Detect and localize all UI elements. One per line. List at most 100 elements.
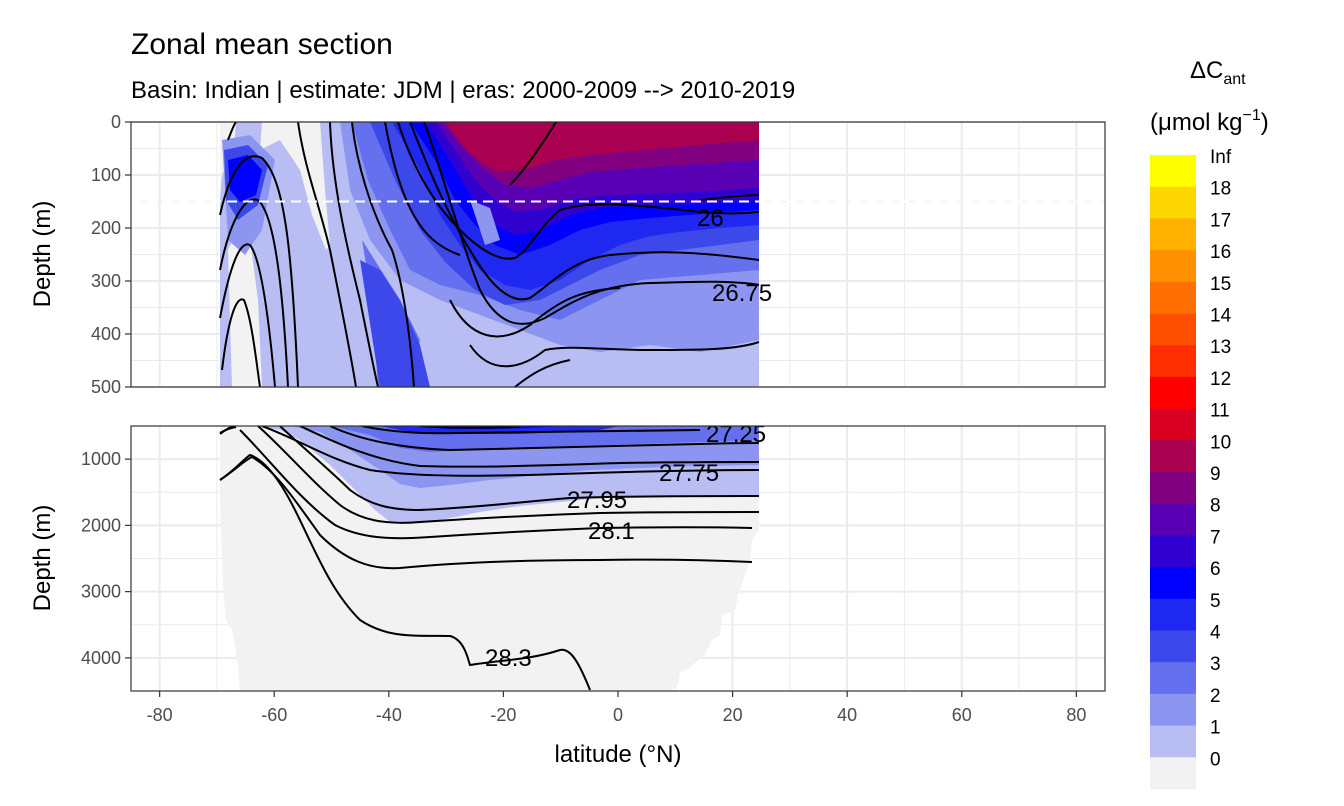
bottom-contour-4	[329, 426, 760, 452]
legend-key	[1150, 250, 1196, 283]
y-tick-label: 500	[91, 377, 121, 397]
legend-key	[1150, 472, 1196, 505]
legend-label: 3	[1210, 654, 1221, 675]
contour-label-26-75: 26.75	[712, 280, 772, 307]
legend-label: 6	[1210, 559, 1221, 580]
legend-unit-close: )	[1261, 109, 1269, 136]
legend-label: 10	[1210, 432, 1231, 453]
y-tick-label: 200	[91, 218, 121, 238]
legend-label: 16	[1210, 242, 1231, 263]
legend-title-subscript: ant	[1223, 71, 1246, 88]
top-contour-3	[219, 243, 276, 387]
legend-label: 12	[1210, 369, 1231, 390]
legend-label: 14	[1210, 306, 1232, 327]
top-contour-13	[449, 287, 621, 338]
legend-label: 9	[1210, 464, 1221, 485]
top-contour-1	[219, 155, 299, 387]
top-fill-streak	[470, 200, 500, 245]
bottom-contour-8	[257, 426, 760, 524]
legend-key	[1150, 186, 1196, 219]
bottom-y-axis: 1000 2000 3000 4000	[81, 449, 131, 668]
legend-label: 15	[1210, 274, 1231, 295]
bottom-panel-fill: 27.25 27.75 27.95 28.1 28.3	[219, 421, 766, 691]
top-fill-level-10	[446, 122, 759, 172]
y-axis-title-top: Depth (m)	[29, 201, 56, 308]
legend-key	[1150, 408, 1196, 441]
top-fill-level-6b	[228, 155, 262, 202]
legend-key	[1150, 535, 1196, 568]
legend-unit-superscript: −1	[1243, 107, 1261, 124]
top-panel: 26 26.75 0 100 200 300 400 500	[91, 112, 1106, 397]
legend-label: 1	[1210, 718, 1221, 739]
legend: ΔCant (μmol kg−1) Inf1817161514131211109…	[1150, 57, 1269, 790]
bottom-panel: 27.25 27.75 27.95 28.1 28.3 1000 2000 3000…	[81, 421, 1106, 692]
top-contour-14	[469, 341, 760, 368]
y-tick-label: 3000	[81, 582, 121, 602]
legend-key	[1150, 313, 1196, 346]
x-tick-label: -40	[376, 705, 402, 725]
legend-key	[1150, 630, 1196, 663]
legend-label: 17	[1210, 210, 1231, 231]
legend-label: 5	[1210, 591, 1221, 612]
x-tick-label: 60	[952, 705, 972, 725]
y-tick-label: 4000	[81, 648, 121, 668]
legend-unit: (μmol kg−1)	[1150, 107, 1269, 136]
y-tick-label: 300	[91, 271, 121, 291]
legend-key	[1150, 376, 1196, 410]
legend-label: 0	[1210, 749, 1221, 770]
legend-label: 8	[1210, 496, 1221, 517]
top-contour-9	[384, 122, 461, 256]
x-tick-label: 0	[613, 705, 623, 725]
legend-key	[1150, 757, 1196, 790]
y-tick-label: 100	[91, 165, 121, 185]
bottom-contour-11	[219, 426, 237, 434]
legend-key	[1150, 345, 1196, 378]
contour-label-27-25: 27.25	[706, 421, 766, 448]
top-contour-7	[329, 122, 379, 387]
top-contour-11	[409, 122, 760, 301]
legend-key	[1150, 218, 1196, 251]
legend-label: 7	[1210, 527, 1221, 548]
top-contour-8	[351, 122, 415, 387]
y-tick-label: 2000	[81, 515, 121, 535]
legend-key	[1150, 598, 1196, 631]
legend-key	[1150, 725, 1196, 758]
bottom-contour-9	[239, 429, 753, 540]
legend-title-main: ΔC	[1190, 57, 1223, 84]
chart-subtitle: Basin: Indian | estimate: JDM | eras: 20…	[131, 77, 795, 104]
bottom-contour-12	[219, 453, 591, 691]
x-tick-label: 80	[1066, 705, 1086, 725]
x-axis: -80 -60 -40 -20 0 20 40 60 80	[147, 691, 1086, 725]
legend-key	[1150, 440, 1196, 473]
x-tick-label: 20	[723, 705, 743, 725]
y-tick-label: 1000	[81, 449, 121, 469]
legend-title: ΔCant	[1190, 57, 1246, 88]
top-fill-no-data-2	[260, 122, 330, 250]
bottom-contour-lines	[219, 426, 760, 691]
legend-label: 13	[1210, 337, 1231, 358]
top-contour-16	[509, 122, 557, 186]
bottom-contour-2	[261, 426, 760, 477]
legend-label: 4	[1210, 623, 1221, 644]
top-contour-6	[297, 122, 357, 387]
x-axis-title: latitude (°N)	[555, 741, 682, 768]
contour-label-27-95: 27.95	[567, 487, 627, 514]
y-tick-label: 400	[91, 324, 121, 344]
contour-label-28-3: 28.3	[485, 645, 532, 672]
top-contour-5	[227, 122, 237, 141]
bottom-contour-3	[299, 426, 760, 468]
x-tick-label: 40	[837, 705, 857, 725]
legend-label: 18	[1210, 179, 1231, 200]
legend-key	[1150, 567, 1196, 600]
x-tick-label: -60	[261, 705, 287, 725]
top-y-axis: 0 100 200 300 400 500	[91, 112, 131, 397]
top-contour-10	[397, 122, 760, 260]
chart-title: Zonal mean section	[131, 28, 393, 61]
top-contour-lines	[219, 122, 760, 387]
y-axis-title-bottom: Depth (m)	[29, 505, 56, 612]
legend-key	[1150, 693, 1196, 727]
top-panel-border	[130, 121, 1106, 388]
legend-label: 2	[1210, 686, 1221, 707]
